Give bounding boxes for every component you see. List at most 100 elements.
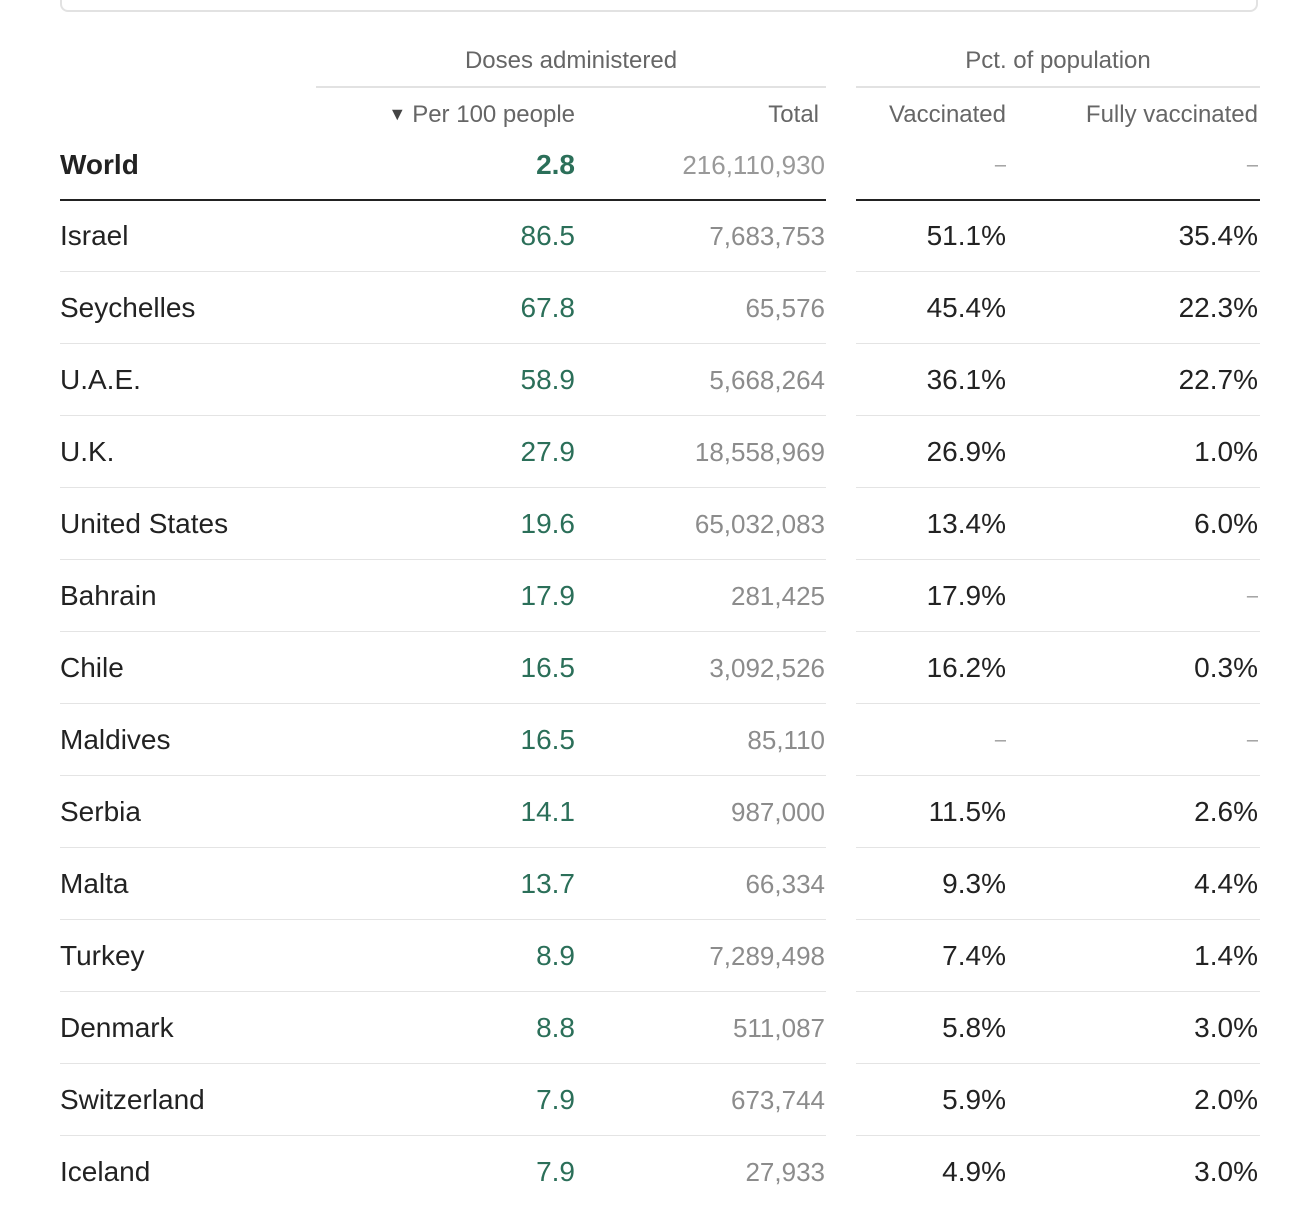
total-doses: 673,744 bbox=[731, 1085, 825, 1115]
row-divider bbox=[856, 271, 1260, 272]
total-doses: 18,558,969 bbox=[694, 437, 825, 467]
column-header-vaccinated[interactable]: Vaccinated bbox=[889, 101, 1006, 128]
per100-value: 86.5 bbox=[520, 220, 576, 251]
table-row: Israel 86.5 7,683,753 51.1% 35.4% bbox=[0, 200, 1314, 272]
total-doses: 511,087 bbox=[732, 1013, 825, 1043]
total-doses: 27,933 bbox=[745, 1157, 825, 1187]
country-name: United States bbox=[60, 508, 229, 539]
row-divider bbox=[856, 847, 1260, 848]
country-name: Iceland bbox=[60, 1156, 151, 1187]
per100-value: 27.9 bbox=[520, 436, 576, 467]
per100-value: 8.9 bbox=[536, 940, 575, 971]
world-total: 216,110,930 bbox=[682, 150, 825, 180]
table-row: U.K. 27.9 18,558,969 26.9% 1.0% bbox=[0, 416, 1314, 488]
fully-vaccinated-pct: 2.6% bbox=[1194, 796, 1258, 827]
table-row: Denmark 8.8 511,087 5.8% 3.0% bbox=[0, 992, 1314, 1064]
total-doses: 65,576 bbox=[745, 293, 825, 323]
vaccinated-pct: 5.8% bbox=[942, 1012, 1006, 1043]
table-row: Chile 16.5 3,092,526 16.2% 0.3% bbox=[0, 632, 1314, 704]
table-row: United States 19.6 65,032,083 13.4% 6.0% bbox=[0, 488, 1314, 560]
country-name: Chile bbox=[60, 652, 124, 683]
fully-vaccinated-pct: 35.4% bbox=[1178, 220, 1258, 251]
world-fully-vaccinated: – bbox=[1246, 154, 1258, 176]
vaccinated-pct: 11.5% bbox=[928, 796, 1006, 827]
fully-vaccinated-pct: 22.7% bbox=[1178, 364, 1258, 395]
fully-vaccinated-pct: 3.0% bbox=[1194, 1012, 1258, 1043]
world-row: World 2.8 216,110,930 – – bbox=[0, 148, 1314, 182]
row-divider bbox=[60, 775, 826, 776]
row-divider bbox=[856, 1063, 1260, 1064]
table-row: Malta 13.7 66,334 9.3% 4.4% bbox=[0, 848, 1314, 920]
column-header-per100[interactable]: ▼ Per 100 people bbox=[388, 100, 575, 130]
country-name: Bahrain bbox=[60, 580, 157, 611]
world-per100: 2.8 bbox=[536, 149, 575, 180]
row-divider bbox=[60, 631, 826, 632]
country-name: Maldives bbox=[60, 724, 171, 755]
row-divider bbox=[856, 775, 1260, 776]
world-vaccinated: – bbox=[994, 154, 1006, 176]
per100-value: 19.6 bbox=[520, 508, 576, 539]
world-divider-left bbox=[60, 199, 826, 201]
row-divider bbox=[856, 1135, 1260, 1136]
fully-vaccinated-pct: 6.0% bbox=[1194, 508, 1258, 539]
vaccinated-pct: 5.9% bbox=[942, 1084, 1006, 1115]
vaccinated-pct: 9.3% bbox=[942, 868, 1006, 899]
vaccinated-pct: 36.1% bbox=[926, 364, 1006, 395]
vaccinated-pct: 26.9% bbox=[926, 436, 1006, 467]
per100-value: 13.7 bbox=[520, 868, 576, 899]
country-name: Turkey bbox=[60, 940, 145, 971]
country-name: Switzerland bbox=[60, 1084, 205, 1115]
per100-value: 7.9 bbox=[536, 1084, 575, 1115]
row-divider bbox=[60, 559, 826, 560]
vaccinated-pct: 13.4% bbox=[926, 508, 1006, 539]
row-divider bbox=[856, 631, 1260, 632]
row-divider bbox=[856, 703, 1260, 704]
fully-vaccinated-pct: – bbox=[1246, 585, 1258, 607]
group-rule-doses bbox=[316, 86, 826, 88]
table-row: U.A.E. 58.9 5,668,264 36.1% 22.7% bbox=[0, 344, 1314, 416]
table-row: Turkey 8.9 7,289,498 7.4% 1.4% bbox=[0, 920, 1314, 992]
row-divider bbox=[60, 343, 826, 344]
per100-value: 7.9 bbox=[536, 1156, 575, 1187]
fully-vaccinated-pct: 0.3% bbox=[1194, 652, 1258, 683]
total-doses: 5,668,264 bbox=[709, 365, 825, 395]
row-divider bbox=[60, 991, 826, 992]
country-name: Israel bbox=[60, 220, 129, 251]
row-divider bbox=[60, 1135, 826, 1136]
vaccinated-pct: 17.9% bbox=[926, 580, 1006, 611]
search-box-edge bbox=[60, 0, 1258, 12]
fully-vaccinated-pct: 4.4% bbox=[1194, 868, 1258, 899]
column-header-fully-vaccinated[interactable]: Fully vaccinated bbox=[1085, 101, 1258, 128]
total-doses: 65,032,083 bbox=[694, 509, 825, 539]
world-divider-right bbox=[856, 199, 1260, 201]
total-doses: 7,683,753 bbox=[709, 221, 825, 251]
group-header-doses: Doses administered bbox=[464, 47, 678, 74]
row-divider bbox=[60, 415, 826, 416]
table-row: Serbia 14.1 987,000 11.5% 2.6% bbox=[0, 776, 1314, 848]
table-row: Iceland 7.9 27,933 4.9% 3.0% bbox=[0, 1136, 1314, 1208]
group-header-pct: Pct. of population bbox=[965, 47, 1151, 74]
column-header-total[interactable]: Total bbox=[768, 101, 819, 128]
per100-value: 17.9 bbox=[520, 580, 576, 611]
row-divider bbox=[856, 919, 1260, 920]
group-rule-pct bbox=[856, 86, 1260, 88]
vaccinated-pct: 16.2% bbox=[926, 652, 1006, 683]
country-name: U.A.E. bbox=[60, 364, 141, 395]
fully-vaccinated-pct: 2.0% bbox=[1194, 1084, 1258, 1115]
country-name: Serbia bbox=[60, 796, 141, 827]
world-country: World bbox=[60, 149, 139, 180]
table-row: Maldives 16.5 85,110 – – bbox=[0, 704, 1314, 776]
per100-value: 16.5 bbox=[520, 652, 576, 683]
country-name: Seychelles bbox=[60, 292, 196, 323]
per100-value: 67.8 bbox=[520, 292, 576, 323]
country-name: U.K. bbox=[60, 436, 115, 467]
total-doses: 66,334 bbox=[745, 869, 825, 899]
fully-vaccinated-pct: 1.0% bbox=[1194, 436, 1258, 467]
table-row: Switzerland 7.9 673,744 5.9% 2.0% bbox=[0, 1064, 1314, 1136]
row-divider bbox=[856, 487, 1260, 488]
fully-vaccinated-pct: 22.3% bbox=[1178, 292, 1258, 323]
row-divider bbox=[856, 559, 1260, 560]
row-divider bbox=[60, 1063, 826, 1064]
total-doses: 3,092,526 bbox=[709, 653, 825, 683]
row-divider bbox=[60, 919, 826, 920]
